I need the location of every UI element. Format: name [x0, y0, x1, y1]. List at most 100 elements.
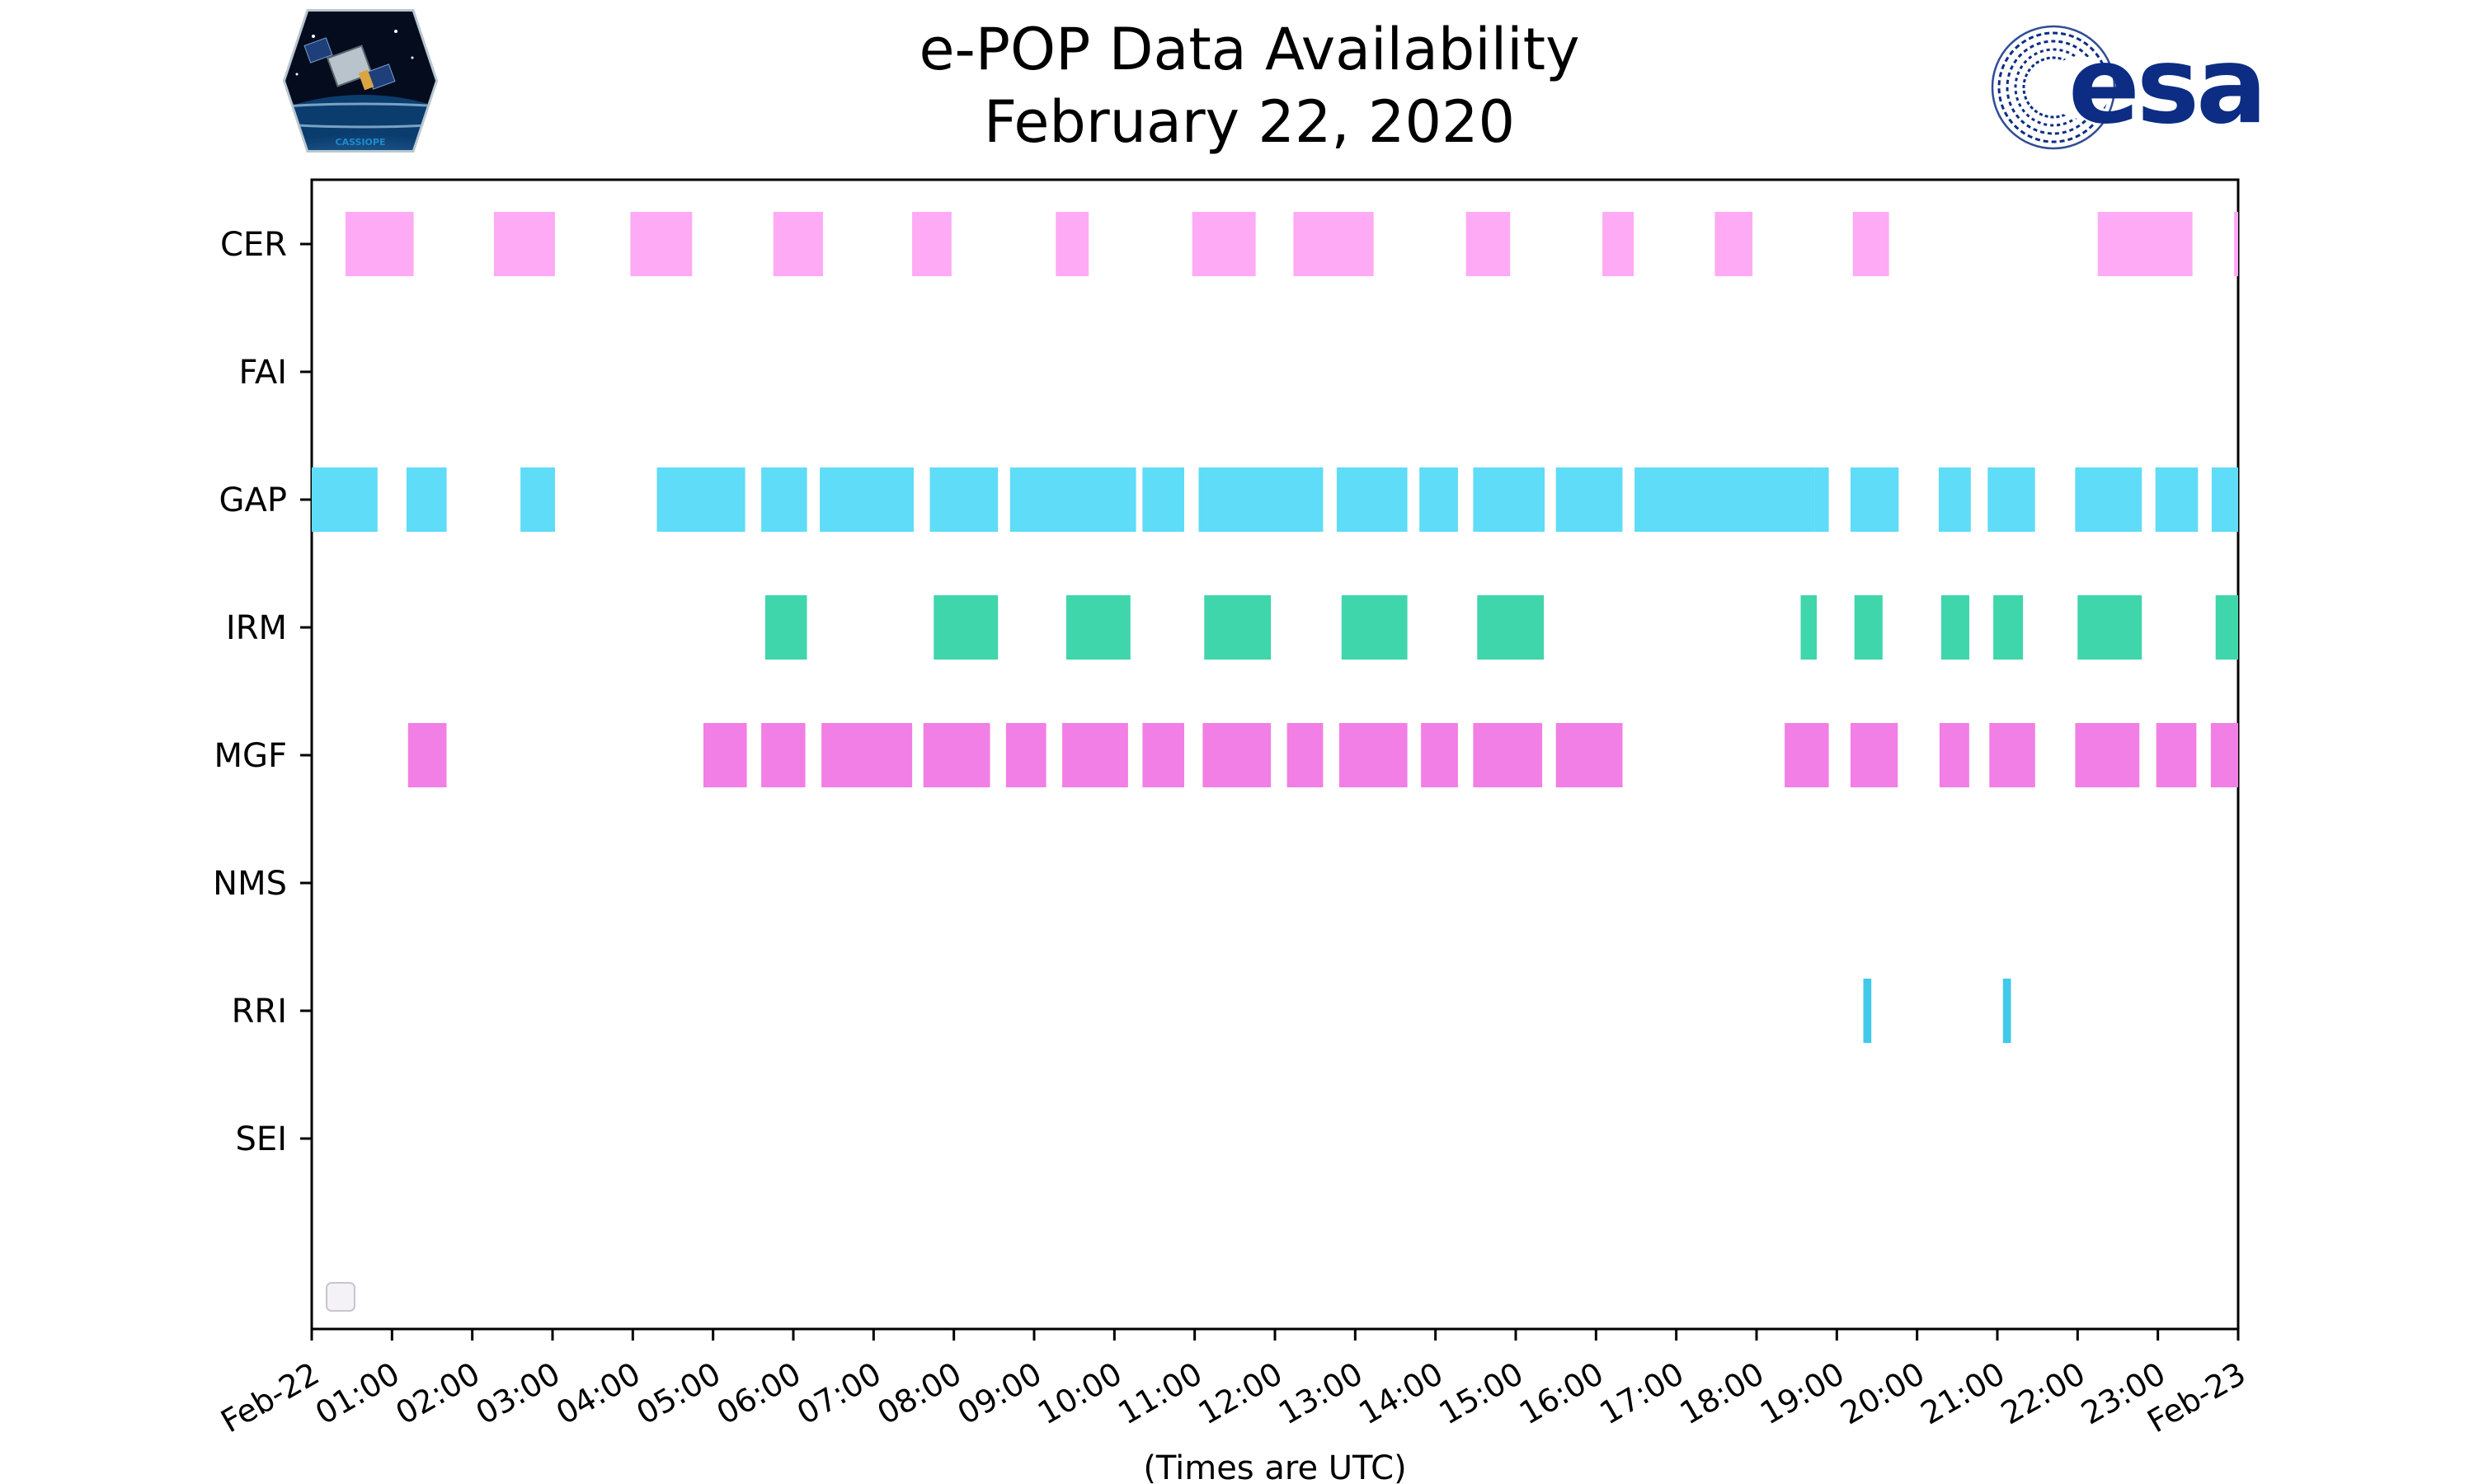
- bar-gap-13: [1555, 467, 1623, 532]
- plot-area: [310, 178, 2240, 1331]
- y-tick-label-cer: CER: [220, 226, 287, 264]
- bar-gap-18: [1987, 467, 2035, 532]
- bar-gap-6: [929, 467, 999, 532]
- y-tick-label-mgf: MGF: [214, 737, 287, 775]
- bar-cer-0: [345, 212, 414, 276]
- x-tick-label-0: Feb-22: [214, 1355, 325, 1440]
- x-tick-label-5: 05:00: [630, 1355, 727, 1432]
- x-axis-label: (Times are UTC): [1143, 1449, 1406, 1484]
- bar-gap-0: [312, 467, 378, 532]
- bar-gap-10: [1336, 467, 1408, 532]
- bar-mgf-5: [1005, 723, 1047, 787]
- bar-cer-2: [630, 212, 693, 276]
- bar-gap-11: [1419, 467, 1458, 532]
- bar-cer-6: [1192, 212, 1256, 276]
- bar-irm-8: [1940, 595, 1969, 660]
- bar-mgf-17: [1989, 723, 2035, 787]
- bar-cer-5: [1056, 212, 1089, 276]
- cassiope-label: CASSIOPE: [336, 137, 386, 148]
- bar-mgf-13: [1555, 723, 1623, 787]
- bar-cer-12: [2097, 212, 2193, 276]
- bar-cer-11: [1852, 212, 1889, 276]
- bar-gap-16: [1850, 467, 1899, 532]
- bar-irm-9: [1993, 595, 2024, 660]
- bar-irm-5: [1477, 595, 1545, 660]
- bar-gap-8: [1142, 467, 1184, 532]
- x-tick-label-18: 18:00: [1674, 1355, 1771, 1432]
- bar-mgf-11: [1421, 723, 1458, 787]
- chart-subtitle: February 22, 2020: [984, 88, 1515, 156]
- bar-irm-4: [1341, 595, 1408, 660]
- satellite-icon: [303, 37, 396, 91]
- bar-mgf-18: [2075, 723, 2140, 787]
- bar-mgf-1: [703, 723, 747, 787]
- bar-gap-21: [2211, 467, 2238, 532]
- bar-cer-7: [1293, 212, 1374, 276]
- bar-mgf-16: [1939, 723, 1969, 787]
- x-tick-label-12: 12:00: [1192, 1355, 1289, 1432]
- x-tick-label-13: 13:00: [1272, 1355, 1369, 1432]
- bar-irm-7: [1854, 595, 1883, 660]
- bar-cer-8: [1465, 212, 1511, 276]
- bar-mgf-12: [1473, 723, 1543, 787]
- x-tick-label-17: 17:00: [1593, 1355, 1690, 1432]
- bar-irm-6: [1800, 595, 1817, 660]
- x-tick-label-1: 01:00: [309, 1355, 406, 1432]
- x-tick-label-2: 02:00: [389, 1355, 486, 1432]
- bar-gap-14: [1634, 467, 1815, 532]
- y-tick-label-sei: SEI: [236, 1120, 287, 1158]
- legend-box: [326, 1282, 355, 1312]
- bar-cer-10: [1714, 212, 1753, 276]
- bar-cer-9: [1602, 212, 1634, 276]
- x-tick-label-4: 04:00: [550, 1355, 647, 1432]
- bar-mgf-0: [407, 723, 447, 787]
- bar-mgf-4: [923, 723, 990, 787]
- bar-gap-2: [520, 467, 555, 532]
- bar-mgf-19: [2156, 723, 2197, 787]
- bar-mgf-3: [821, 723, 913, 787]
- bar-mgf-15: [1850, 723, 1898, 787]
- bar-rri-1: [2002, 979, 2011, 1043]
- bar-mgf-8: [1202, 723, 1272, 787]
- bar-gap-3: [656, 467, 745, 532]
- bars-layer: [312, 212, 2238, 1043]
- x-tick-label-8: 08:00: [871, 1355, 967, 1432]
- y-axis: CER FAI GAP IRM MGF NMS RRI SEI: [213, 226, 312, 1158]
- bar-rri-0: [1863, 979, 1872, 1043]
- cassiope-logo: CASSIOPE: [282, 9, 439, 153]
- bar-cer-13: [2234, 212, 2238, 276]
- bar-mgf-7: [1142, 723, 1184, 787]
- x-tick-label-10: 10:00: [1032, 1355, 1128, 1432]
- bar-irm-10: [2077, 595, 2142, 660]
- bar-mgf-9: [1286, 723, 1324, 787]
- bar-cer-1: [493, 212, 555, 276]
- y-tick-label-rri: RRI: [232, 993, 287, 1031]
- bar-gap-7: [1009, 467, 1136, 532]
- x-tick-label-9: 09:00: [952, 1355, 1048, 1432]
- bar-gap-19: [2075, 467, 2142, 532]
- bar-gap-5: [820, 467, 914, 532]
- bar-gap-12: [1473, 467, 1545, 532]
- x-tick-label-6: 06:00: [711, 1355, 807, 1432]
- x-tick-label-3: 03:00: [470, 1355, 567, 1432]
- bar-gap-4: [761, 467, 807, 532]
- x-tick-label-19: 19:00: [1754, 1355, 1851, 1432]
- bar-mgf-14: [1785, 723, 1829, 787]
- bar-gap-1: [406, 467, 447, 532]
- x-tick-label-15: 15:00: [1433, 1355, 1530, 1432]
- bar-irm-3: [1204, 595, 1272, 660]
- bar-irm-11: [2215, 595, 2238, 660]
- bar-irm-0: [764, 595, 807, 660]
- bar-gap-15: [1814, 467, 1829, 532]
- x-tick-label-16: 16:00: [1513, 1355, 1610, 1432]
- x-tick-label-22: 22:00: [1995, 1355, 2091, 1432]
- y-tick-label-irm: IRM: [226, 609, 287, 647]
- x-tick-label-20: 20:00: [1834, 1355, 1931, 1432]
- bar-mgf-20: [2210, 723, 2238, 787]
- x-tick-label-11: 11:00: [1112, 1355, 1208, 1432]
- bar-irm-2: [1065, 595, 1131, 660]
- bar-mgf-6: [1062, 723, 1128, 787]
- bar-mgf-2: [761, 723, 806, 787]
- bar-gap-20: [2155, 467, 2199, 532]
